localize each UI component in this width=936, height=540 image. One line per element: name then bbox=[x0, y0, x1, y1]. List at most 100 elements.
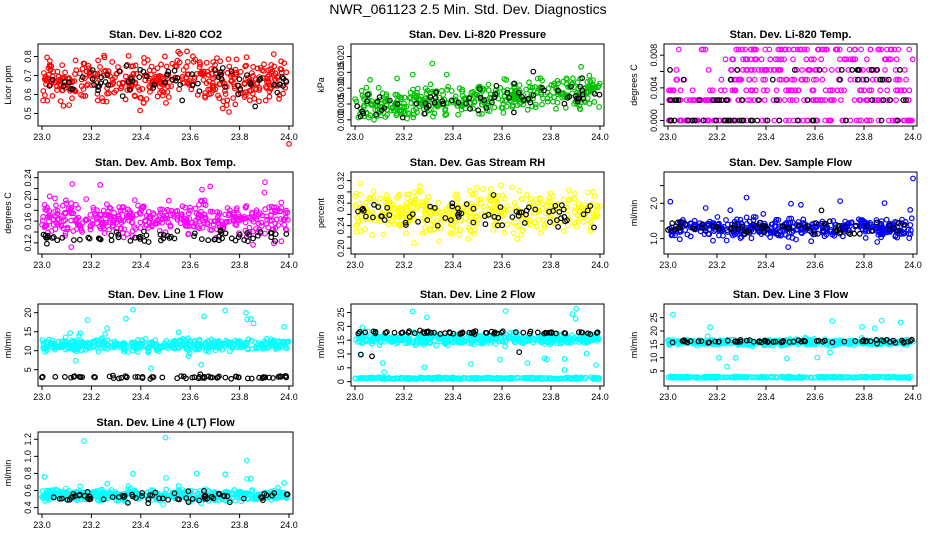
data-point bbox=[743, 214, 750, 221]
data-point bbox=[75, 214, 82, 221]
data-point bbox=[456, 231, 463, 238]
data-point bbox=[804, 76, 811, 83]
data-point bbox=[231, 83, 238, 90]
x-tick-label: 23.6 bbox=[181, 260, 199, 270]
data-point bbox=[253, 86, 260, 93]
x-tick-label: 23.0 bbox=[346, 132, 364, 142]
data-point bbox=[684, 231, 691, 238]
data-point bbox=[40, 97, 46, 104]
data-point bbox=[778, 76, 785, 83]
data-point bbox=[573, 305, 580, 312]
data-point bbox=[399, 114, 406, 121]
data-point bbox=[436, 238, 443, 245]
data-point bbox=[214, 217, 221, 224]
data-point bbox=[824, 46, 830, 53]
data-point bbox=[198, 361, 205, 368]
data-point bbox=[573, 90, 580, 97]
y-tick-label: 0.005 bbox=[336, 93, 346, 116]
data-point bbox=[583, 350, 590, 357]
data-point bbox=[855, 76, 861, 83]
data-point bbox=[80, 93, 86, 99]
panel-title: Stan. Dev. Amb. Box Temp. bbox=[95, 157, 236, 169]
data-point bbox=[471, 98, 478, 105]
data-point bbox=[196, 218, 203, 225]
data-point bbox=[388, 211, 395, 218]
data-point bbox=[896, 76, 903, 83]
data-point bbox=[477, 200, 484, 207]
x-tick-label: 24.0 bbox=[591, 132, 609, 142]
data-point bbox=[520, 329, 527, 336]
data-point bbox=[518, 232, 524, 239]
data-point bbox=[901, 66, 908, 73]
data-point bbox=[575, 218, 582, 224]
data-point bbox=[402, 219, 409, 226]
data-point bbox=[827, 349, 833, 356]
x-tick-label: 23.8 bbox=[542, 132, 560, 142]
data-point bbox=[706, 97, 713, 103]
data-point bbox=[580, 205, 587, 212]
data-point bbox=[268, 62, 275, 68]
data-point bbox=[233, 56, 240, 63]
data-point bbox=[748, 235, 755, 242]
data-point bbox=[422, 224, 429, 231]
y-tick-label: 0 bbox=[336, 379, 346, 384]
data-point bbox=[137, 107, 144, 114]
data-point bbox=[453, 227, 460, 233]
data-point bbox=[142, 217, 149, 224]
x-tick-label: 23.8 bbox=[542, 392, 560, 402]
y-axis-label: kPa bbox=[316, 77, 326, 93]
data-point bbox=[509, 103, 516, 110]
data-point bbox=[570, 75, 576, 82]
data-point bbox=[361, 113, 367, 120]
data-point bbox=[538, 229, 544, 236]
data-point bbox=[493, 82, 500, 89]
y-tick-label: 0.24 bbox=[336, 217, 346, 235]
data-point bbox=[122, 73, 129, 80]
data-point bbox=[783, 87, 789, 94]
data-point bbox=[527, 84, 533, 91]
data-point bbox=[704, 117, 711, 124]
data-point bbox=[243, 62, 250, 69]
data-point bbox=[66, 78, 73, 85]
data-point bbox=[760, 87, 767, 94]
data-point bbox=[154, 65, 161, 71]
data-point bbox=[380, 231, 387, 238]
data-point bbox=[209, 82, 216, 89]
data-point bbox=[194, 80, 201, 87]
data-point bbox=[104, 325, 111, 332]
data-point bbox=[668, 87, 674, 94]
data-point bbox=[354, 214, 361, 221]
data-point bbox=[671, 117, 678, 124]
data-point bbox=[252, 103, 259, 110]
data-point bbox=[700, 117, 707, 124]
data-point bbox=[791, 66, 798, 73]
data-point bbox=[560, 228, 567, 235]
data-point bbox=[381, 369, 388, 376]
data-point bbox=[491, 104, 498, 111]
data-point bbox=[739, 97, 745, 103]
data-point bbox=[92, 70, 99, 77]
data-point bbox=[781, 97, 788, 103]
data-point bbox=[68, 200, 74, 207]
data-point bbox=[492, 91, 499, 98]
data-point bbox=[482, 221, 489, 228]
data-point bbox=[705, 66, 712, 73]
data-point bbox=[835, 66, 841, 73]
x-tick-label: 23.6 bbox=[493, 132, 511, 142]
data-point bbox=[686, 97, 693, 103]
data-point bbox=[698, 46, 705, 53]
data-point bbox=[470, 205, 477, 212]
data-point bbox=[449, 203, 456, 210]
data-point bbox=[220, 98, 227, 105]
data-point bbox=[743, 194, 750, 201]
data-point bbox=[42, 92, 48, 98]
data-point bbox=[370, 214, 376, 221]
data-point bbox=[81, 60, 88, 67]
data-points bbox=[665, 175, 916, 251]
data-point bbox=[689, 87, 696, 94]
data-point bbox=[101, 230, 108, 237]
